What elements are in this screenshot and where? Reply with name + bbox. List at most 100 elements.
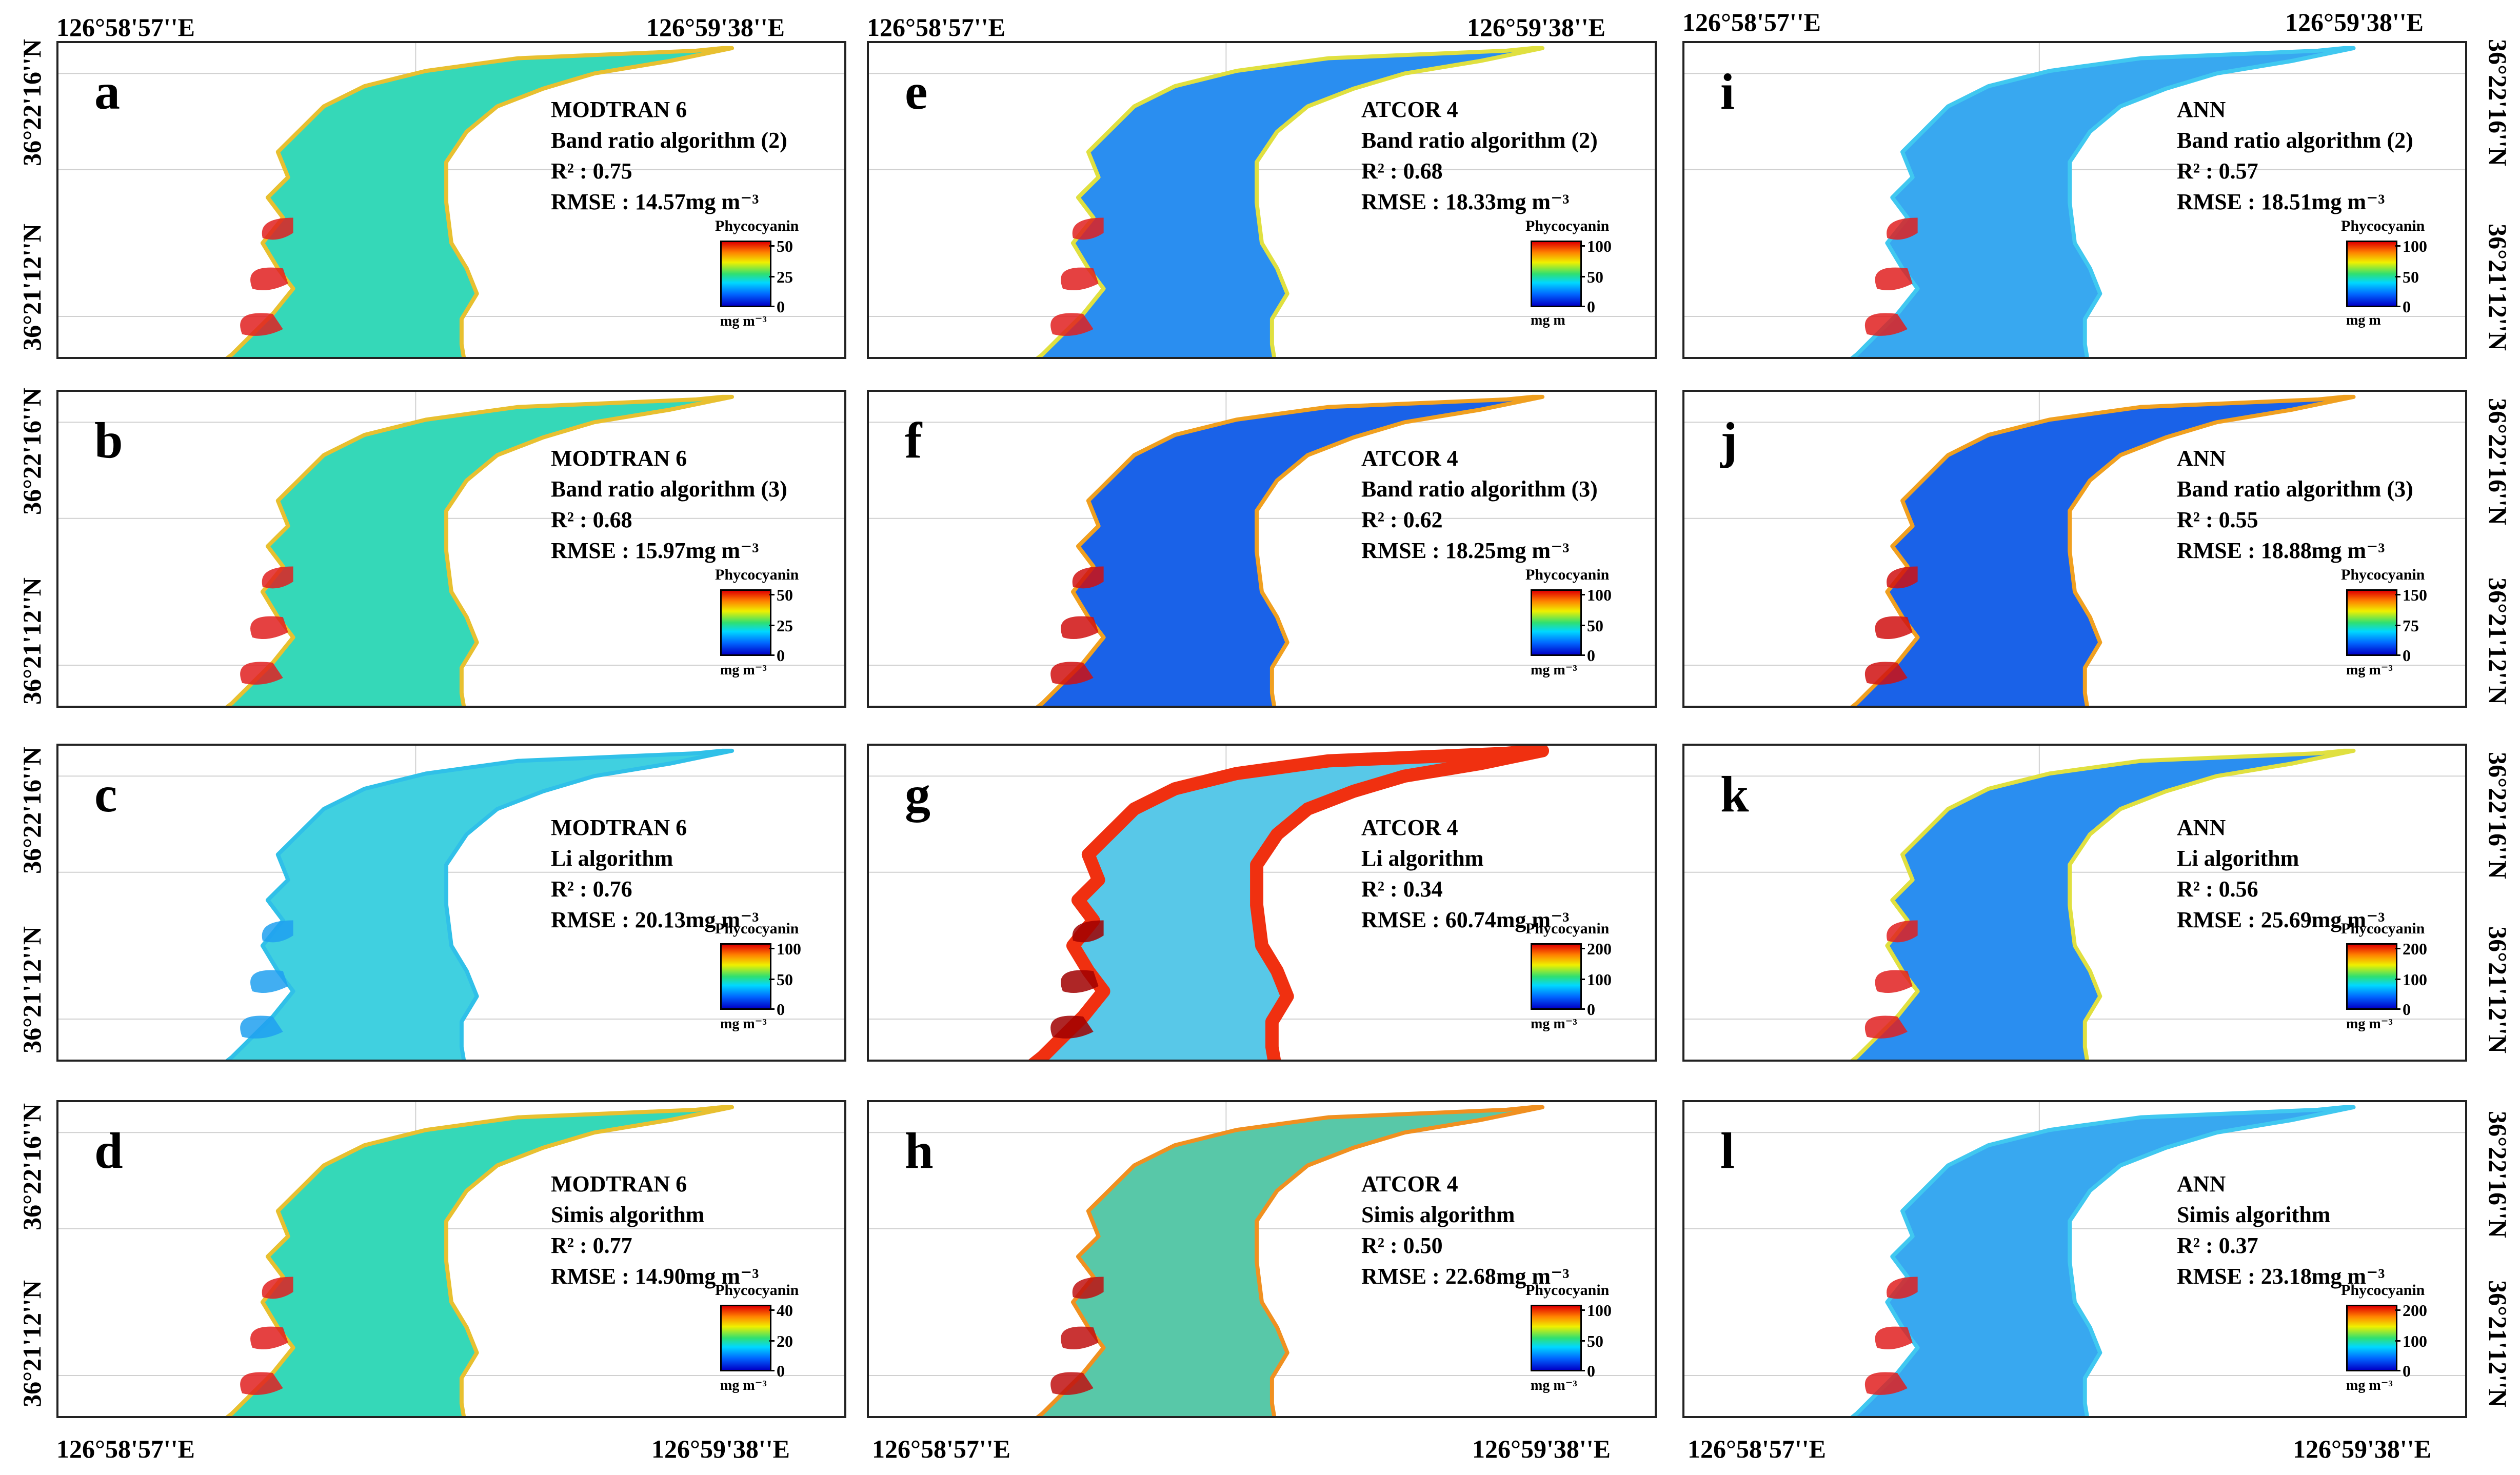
stat-algorithm: Li algorithm [1361,846,1484,871]
stat-algorithm: Simis algorithm [2177,1202,2331,1227]
panel-stats: ANN Band ratio algorithm (2) R² : 0.57 RMSE… [2177,94,2413,217]
colorbar-tick-label: 75 [2403,616,2419,635]
panel-letter: b [94,412,123,469]
colorbar-tick [769,1370,775,1371]
colorbar-tick [2395,654,2400,656]
map-panel-f: f ATCOR 4 Band ratio algorithm (3) R² : 0.6… [867,390,1657,708]
high-concentration-cove [1072,217,1104,240]
high-concentration-cove [1072,566,1104,589]
stat-model: ATCOR 4 [1361,815,1458,840]
colorbar-gradient [1531,943,1582,1010]
colorbar-gradient [720,241,771,307]
river-reach [225,394,735,706]
lat-label-right-i-south: 36°21'12''N [2484,224,2512,351]
colorbar-tick-label: 0 [2403,646,2411,665]
stat-r2: R² : 0.56 [2177,876,2258,902]
colorbar-tick [2395,306,2400,307]
water-surface [1036,1105,1545,1416]
colorbar-tick-label: 0 [777,646,785,665]
colorbar-unit: mg m⁻³ [1531,662,1577,678]
stat-model: MODTRAN 6 [551,446,687,471]
colorbar-tick-label: 50 [777,586,793,604]
phycocyanin-map-c [58,746,844,1060]
colorbar-tick [769,276,775,277]
colorbar-unit: mg m⁻³ [2346,1016,2393,1032]
map-panel-e: e ATCOR 4 Band ratio algorithm (2) R² : 0.6… [867,41,1657,359]
stat-r2: R² : 0.68 [551,507,632,532]
lat-label-left-c-north: 36°22'16''N [17,747,46,874]
colorbar-tick-label: 100 [2403,237,2427,255]
stat-r2: R² : 0.34 [1361,876,1443,902]
stat-model: MODTRAN 6 [551,97,687,122]
stat-rmse: RMSE : 23.18mg m⁻³ [2177,1264,2385,1289]
colorbar-tick [2395,1340,2400,1342]
stat-model: MODTRAN 6 [551,1171,687,1197]
high-concentration-cove [1875,1326,1913,1350]
lon-label-bottom-2-west: 126°58'57''E [872,1434,1011,1463]
colorbar-tick [769,594,775,595]
stat-rmse: RMSE : 15.97mg m⁻³ [551,538,759,563]
lon-label-top-3-east: 126°59'38''E [2285,8,2424,36]
colorbar-tick-label: 200 [2403,1301,2427,1320]
map-panel-a: a MODTRAN 6 Band ratio algorithm (2) R² : 0… [56,41,846,359]
stat-model: ANN [2177,1171,2226,1197]
colorbar-gradient [720,1305,771,1371]
colorbar-title: Phycocyanin [715,566,799,583]
stat-rmse: RMSE : 18.33mg m⁻³ [1361,189,1570,214]
colorbar-tick-label: 100 [1587,237,1612,255]
river-reach [1850,1105,2356,1416]
river-reach [1036,46,1545,357]
colorbar-tick-label: 100 [1587,970,1612,989]
colorbar-unit: mg m⁻³ [1531,1378,1577,1393]
colorbar-tick [2395,1008,2400,1010]
water-surface [1036,46,1545,357]
stat-r2: R² : 0.50 [1361,1233,1443,1258]
colorbar-tick [769,625,775,626]
stat-rmse: RMSE : 20.13mg m⁻³ [551,907,759,932]
phycocyanin-map-b [58,392,844,706]
water-surface [1850,1105,2356,1416]
stat-r2: R² : 0.57 [2177,158,2258,184]
colorbar-unit: mg m⁻³ [720,1016,767,1032]
river-reach [1036,394,1545,706]
colorbar-tick-label: 50 [777,237,793,255]
colorbar-tick-label: 0 [1587,646,1595,665]
panel-letter: h [905,1122,934,1179]
phycocyanin-map-a [58,43,844,357]
stat-model: ANN [2177,97,2226,122]
stat-algorithm: Simis algorithm [551,1202,705,1227]
colorbar-tick [2395,625,2400,626]
stat-rmse: RMSE : 22.68mg m⁻³ [1361,1264,1570,1289]
colorbar-tick [769,654,775,656]
colorbar-title: Phycocyanin [2341,920,2425,937]
lat-label-right-k-north: 36°22'16''N [2484,752,2512,879]
panel-stats: ATCOR 4 Li algorithm R² : 0.34 RMSE : 60.74… [1361,812,1570,935]
high-concentration-cove [250,267,288,291]
panel-letter: l [1720,1122,1735,1179]
stat-rmse: RMSE : 14.90mg m⁻³ [551,1264,759,1289]
colorbar-gradient [2346,241,2397,307]
map-panel-i: i ANN Band ratio algorithm (2) R² : 0.57 RMS… [1682,41,2467,359]
colorbar-gradient [2346,1305,2397,1371]
high-concentration-cove [240,1372,283,1395]
lon-label-bottom-3-east: 126°59'38''E [2293,1434,2432,1463]
colorbar-unit: mg m⁻³ [1531,1016,1577,1032]
phycocyanin-map-e [869,43,1655,357]
colorbar-gradient [720,943,771,1010]
colorbar-tick [769,245,775,247]
colorbar-gradient [1531,241,1582,307]
lat-label-left-d-north: 36°22'16''N [17,1103,46,1230]
colorbar-tick [2395,245,2400,247]
stat-model: ATCOR 4 [1361,446,1458,471]
river-reach [1850,748,2356,1060]
high-concentration-cove [240,1015,283,1039]
colorbar-tick-label: 50 [1587,268,1603,286]
stat-r2: R² : 0.55 [2177,507,2258,532]
panel-stats: MODTRAN 6 Simis algorithm R² : 0.77 RMSE : … [551,1169,759,1292]
map-panel-d: d MODTRAN 6 Simis algorithm R² : 0.77 RMSE :… [56,1100,846,1418]
stat-algorithm: Band ratio algorithm (3) [1361,476,1598,502]
colorbar-tick-label: 100 [2403,970,2427,989]
colorbar-tick [1580,1008,1585,1010]
colorbar-unit: mg m⁻³ [720,662,767,678]
colorbar-gradient [2346,589,2397,656]
